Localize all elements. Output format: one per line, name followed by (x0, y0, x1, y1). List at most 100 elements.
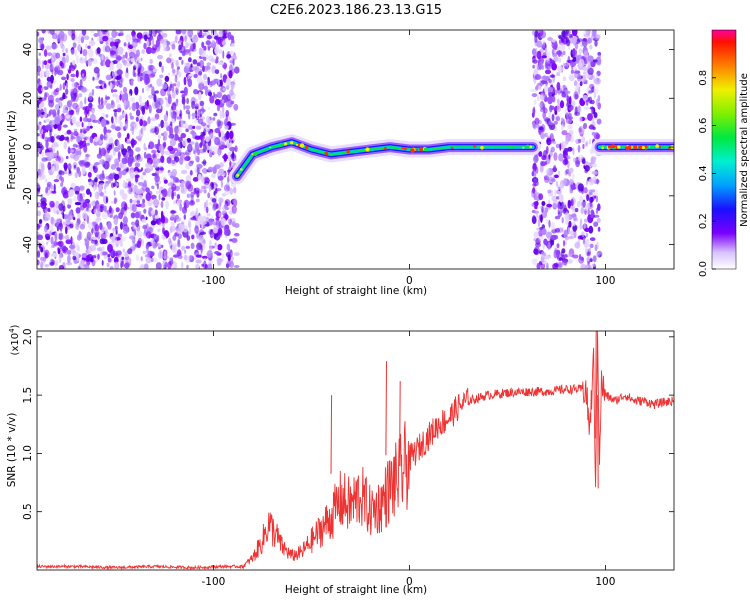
noise-speckle (109, 61, 114, 71)
noise-speckle (144, 254, 150, 258)
noise-speckle (65, 239, 72, 245)
noise-speckle (163, 114, 168, 122)
noise-speckle (173, 200, 176, 205)
noise-speckle (211, 32, 215, 39)
noise-speckle (538, 193, 544, 201)
noise-speckle (185, 174, 192, 183)
noise-speckle (154, 30, 158, 35)
noise-speckle (88, 181, 94, 186)
signal-ridge-hotspot (346, 149, 350, 154)
noise-speckle (79, 79, 83, 88)
noise-speckle (145, 187, 150, 193)
noise-speckle (116, 69, 123, 76)
noise-speckle (142, 171, 146, 176)
noise-speckle (158, 194, 161, 201)
noise-speckle (51, 165, 56, 174)
noise-speckle (552, 199, 559, 209)
noise-speckle (217, 120, 224, 127)
noise-speckle (216, 105, 220, 112)
noise-speckle (584, 218, 588, 223)
noise-speckle (119, 241, 123, 247)
noise-speckle (540, 132, 545, 140)
noise-speckle (59, 30, 65, 40)
noise-speckle (223, 224, 230, 233)
noise-speckle (573, 80, 578, 87)
noise-speckle (72, 196, 78, 202)
noise-speckle (209, 151, 213, 158)
noise-speckle (578, 127, 582, 133)
noise-speckle (132, 158, 136, 163)
noise-speckle (160, 119, 165, 129)
noise-speckle (548, 80, 553, 86)
noise-speckle (167, 187, 173, 194)
noise-speckle (573, 91, 579, 100)
noise-speckle (54, 233, 58, 242)
noise-speckle (566, 253, 572, 257)
noise-speckle (213, 93, 218, 99)
noise-speckle (132, 68, 136, 77)
noise-speckle (99, 238, 106, 245)
noise-speckle (181, 245, 186, 251)
noise-speckle (533, 231, 539, 238)
noise-speckle (105, 74, 112, 81)
noise-speckle (50, 84, 53, 89)
noise-speckle (592, 59, 598, 63)
noise-speckle (79, 185, 85, 191)
noise-speckle (155, 215, 160, 219)
noise-speckle (58, 254, 62, 264)
noise-speckle (60, 62, 65, 69)
noise-speckle (84, 54, 87, 64)
noise-speckle (134, 243, 140, 248)
noise-speckle (567, 124, 573, 130)
noise-speckle (134, 211, 140, 219)
signal-ridge-2-hotspot (641, 146, 646, 150)
noise-speckle (38, 219, 43, 224)
noise-speckle (553, 55, 559, 62)
noise-speckle (181, 94, 186, 99)
noise-speckle (193, 119, 200, 123)
noise-speckle (81, 86, 87, 93)
noise-speckle (55, 87, 60, 93)
x-tick-label: -100 (201, 576, 225, 588)
noise-speckle (95, 85, 102, 89)
noise-speckle (102, 44, 107, 53)
noise-speckle (114, 126, 121, 132)
spectrogram-signal-layer (228, 134, 674, 185)
y-tick-label: 0.5 (22, 503, 34, 520)
noise-speckle (107, 257, 112, 263)
noise-speckle (223, 172, 226, 177)
noise-speckle (188, 218, 191, 228)
noise-speckle (170, 221, 176, 226)
noise-speckle (55, 175, 60, 180)
noise-speckle (109, 82, 113, 90)
noise-speckle (567, 226, 571, 236)
noise-speckle (167, 261, 172, 269)
noise-speckle (568, 235, 574, 240)
noise-speckle (44, 264, 50, 268)
x-tick-label: 0 (406, 275, 413, 287)
noise-speckle (230, 55, 237, 61)
noise-speckle (206, 250, 213, 259)
noise-speckle (44, 69, 50, 78)
snr-frame (36, 330, 675, 571)
noise-speckle (44, 112, 48, 117)
noise-speckle (182, 123, 189, 129)
noise-speckle (188, 47, 192, 57)
noise-speckle (100, 192, 105, 198)
noise-speckle (567, 259, 573, 264)
noise-speckle (233, 157, 238, 162)
noise-speckle (191, 112, 197, 117)
noise-speckle (539, 79, 545, 86)
noise-speckle (45, 186, 49, 194)
noise-speckle (193, 73, 198, 79)
noise-speckle (82, 49, 88, 57)
noise-speckle (97, 103, 105, 110)
noise-speckle (86, 231, 92, 240)
noise-speckle (121, 193, 128, 200)
noise-speckle (581, 201, 586, 207)
noise-speckle (78, 133, 85, 137)
noise-speckle (104, 228, 108, 235)
signal-ridge-hotspot (423, 147, 428, 152)
noise-speckle (587, 55, 594, 63)
noise-speckle (118, 212, 123, 220)
